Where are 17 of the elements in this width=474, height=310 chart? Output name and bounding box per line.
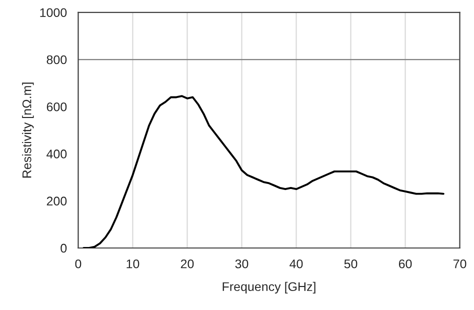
y-tick-label: 800 xyxy=(46,55,67,64)
x-axis-title: Frequency [GHz] xyxy=(222,282,316,294)
x-tick-label: 0 xyxy=(75,259,82,268)
y-tick-label: 200 xyxy=(46,196,67,206)
y-tick-label: 400 xyxy=(46,150,67,158)
x-tick-label: 30 xyxy=(235,259,248,268)
y-axis-title: Resistivity [nΩ.m] xyxy=(22,82,34,178)
x-tick-label: 50 xyxy=(344,259,358,268)
y-tick-label: 600 xyxy=(46,102,67,112)
x-tick-label: 10 xyxy=(126,259,140,268)
y-tick-label: 1000 xyxy=(40,8,67,18)
x-tick-label: 70 xyxy=(453,259,466,268)
x-tick-label: 20 xyxy=(180,259,194,268)
line-series xyxy=(82,95,444,248)
x-tick-label: 40 xyxy=(290,259,303,268)
y-tick-label: 0 xyxy=(60,244,67,253)
x-tick-label: 60 xyxy=(398,259,412,268)
